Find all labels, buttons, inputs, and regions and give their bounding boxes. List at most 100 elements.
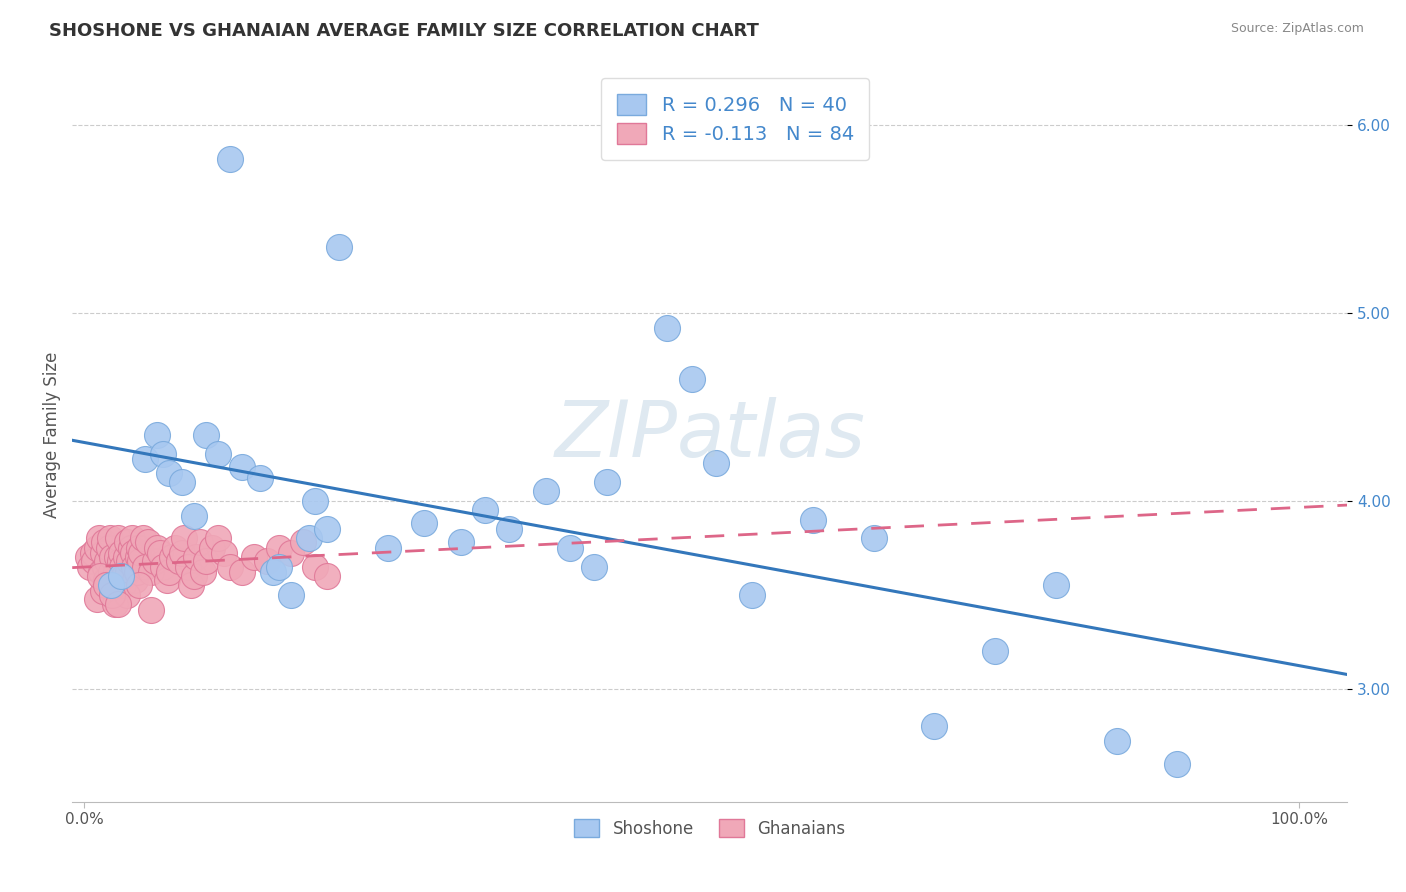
Point [146, 541, 169, 555]
Point [96, 554, 118, 568]
Point [298, 532, 321, 546]
Point [595, 475, 617, 489]
Point [129, 554, 152, 568]
Point [924, 719, 946, 733]
Point [157, 566, 180, 580]
Point [134, 452, 156, 467]
Point [136, 535, 159, 549]
Point [1105, 734, 1128, 748]
Point [100, 566, 122, 580]
Point [256, 554, 278, 568]
Point [108, 554, 131, 568]
Point [304, 559, 326, 574]
Point [1166, 756, 1188, 771]
Point [131, 532, 153, 546]
Point [124, 573, 146, 587]
Point [316, 522, 339, 536]
Point [212, 546, 235, 560]
Point [79, 559, 101, 574]
Point [741, 588, 763, 602]
Point [681, 372, 703, 386]
Point [104, 578, 127, 592]
Point [83, 554, 105, 568]
Point [180, 578, 202, 592]
Point [156, 573, 179, 587]
Point [377, 541, 399, 555]
Point [149, 546, 172, 560]
Point [280, 588, 302, 602]
Point [474, 503, 496, 517]
Point [152, 559, 174, 574]
Point [107, 597, 129, 611]
Point [201, 541, 224, 555]
Point [704, 456, 727, 470]
Point [103, 573, 125, 587]
Point [114, 550, 136, 565]
Point [141, 603, 163, 617]
Point [111, 559, 134, 574]
Point [89, 569, 111, 583]
Point [107, 532, 129, 546]
Point [657, 321, 679, 335]
Point [121, 532, 143, 546]
Point [122, 546, 145, 560]
Point [188, 535, 211, 549]
Point [105, 550, 128, 565]
Point [101, 550, 124, 565]
Point [143, 554, 166, 568]
Point [117, 566, 139, 580]
Point [193, 566, 215, 580]
Point [86, 591, 108, 606]
Point [583, 559, 606, 574]
Point [160, 550, 183, 565]
Point [128, 541, 150, 555]
Point [207, 532, 229, 546]
Point [125, 566, 148, 580]
Text: Source: ZipAtlas.com: Source: ZipAtlas.com [1230, 22, 1364, 36]
Point [128, 578, 150, 592]
Point [176, 559, 198, 574]
Point [413, 516, 436, 531]
Legend: Shoshone, Ghanaians: Shoshone, Ghanaians [568, 813, 852, 845]
Point [96, 573, 118, 587]
Point [93, 535, 115, 549]
Point [120, 541, 142, 555]
Point [184, 550, 207, 565]
Point [91, 584, 114, 599]
Point [112, 578, 135, 592]
Point [152, 447, 174, 461]
Point [304, 493, 326, 508]
Point [984, 644, 1007, 658]
Point [165, 541, 187, 555]
Point [170, 546, 193, 560]
Point [98, 532, 121, 546]
Point [450, 535, 472, 549]
Point [146, 428, 169, 442]
Point [316, 569, 339, 583]
Point [231, 566, 253, 580]
Point [231, 460, 253, 475]
Point [249, 471, 271, 485]
Point [131, 546, 153, 560]
Point [87, 532, 110, 546]
Point [498, 522, 520, 536]
Point [114, 569, 136, 583]
Y-axis label: Average Family Size: Average Family Size [44, 351, 60, 518]
Point [291, 535, 314, 549]
Point [141, 566, 163, 580]
Point [118, 554, 141, 568]
Point [173, 532, 195, 546]
Point [262, 566, 284, 580]
Point [91, 546, 114, 560]
Point [219, 559, 242, 574]
Point [534, 484, 557, 499]
Point [110, 569, 132, 583]
Point [94, 559, 117, 574]
Point [267, 559, 290, 574]
Point [194, 428, 217, 442]
Point [115, 588, 138, 602]
Point [243, 550, 266, 565]
Point [134, 559, 156, 574]
Point [127, 550, 149, 565]
Point [115, 535, 138, 549]
